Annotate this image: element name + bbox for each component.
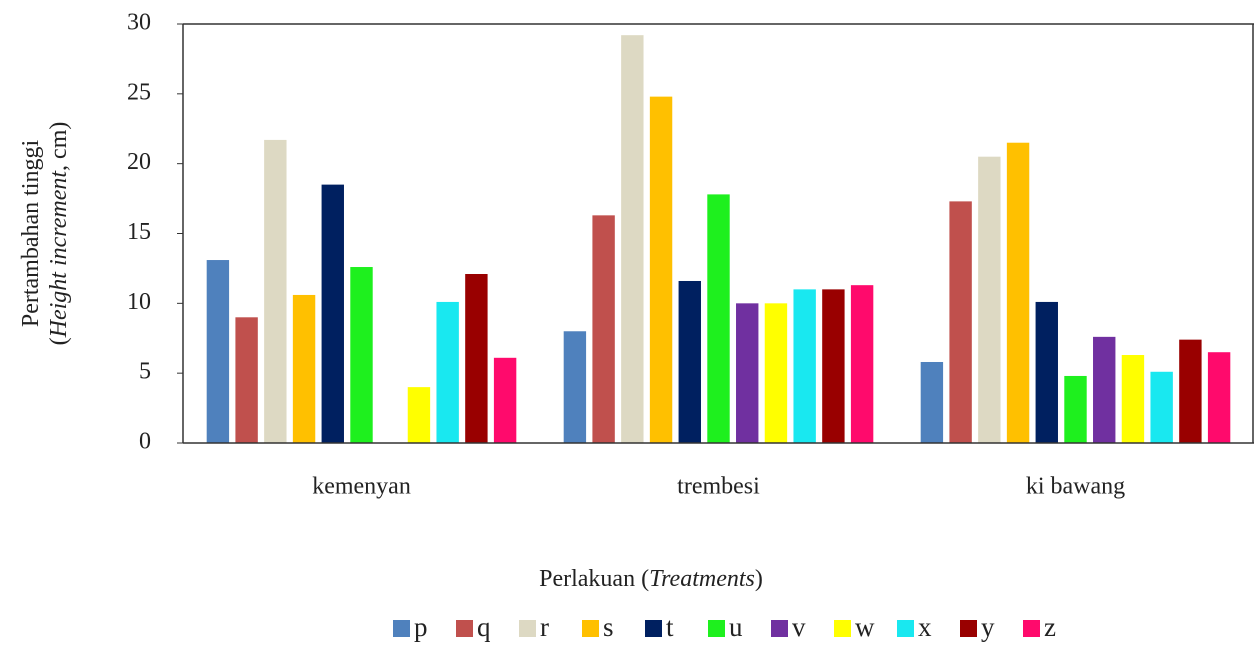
y-tick-label: 30: [127, 10, 151, 36]
legend-label: s: [603, 612, 614, 642]
legend-swatch: [771, 620, 788, 637]
legend-swatch: [708, 620, 725, 637]
legend-swatch: [393, 620, 410, 637]
bar: [1035, 301, 1058, 443]
legend-swatch: [834, 620, 851, 637]
legend-swatch: [519, 620, 536, 637]
bar: [822, 289, 845, 443]
bar: [949, 201, 972, 443]
legend-label: t: [666, 612, 674, 642]
bar: [1207, 352, 1231, 443]
y-tick-label: 15: [127, 219, 151, 245]
bar: [321, 184, 344, 443]
legend-swatch: [960, 620, 977, 637]
legend-label: z: [1044, 612, 1056, 642]
x-axis-label: Perlakuan (Treatments): [539, 566, 763, 592]
y-axis-label: Pertambahan tinggi (Height increment, cm): [18, 122, 72, 346]
bar: [707, 194, 730, 443]
legend-label: w: [855, 612, 875, 642]
x-tick-label: trembesi: [677, 474, 760, 500]
bar: [621, 35, 644, 443]
y-tick-label: 5: [139, 359, 151, 385]
legend-swatch: [456, 620, 473, 637]
bar: [1121, 355, 1145, 443]
legend-label: x: [918, 612, 932, 642]
bar: [1179, 339, 1202, 443]
bar: [920, 361, 944, 443]
legend-swatch: [1023, 620, 1040, 637]
bar: [736, 303, 759, 443]
legend-label: u: [729, 612, 743, 642]
bar: [465, 274, 488, 443]
x-axis-label-part: Perlakuan (: [539, 566, 649, 592]
y-tick-label: 25: [127, 79, 151, 105]
y-axis-label-part: Pertambahan tinggi: [18, 140, 44, 328]
bar: [850, 285, 874, 443]
legend-swatch: [582, 620, 599, 637]
x-axis-label-part: Treatments: [649, 566, 755, 592]
bar: [563, 331, 587, 443]
legend-swatch: [645, 620, 662, 637]
bar: [436, 301, 459, 443]
bar: [235, 317, 258, 443]
legend-label: r: [540, 612, 549, 642]
y-tick-label: 10: [127, 289, 151, 315]
x-axis-label-part: ): [755, 566, 763, 592]
legend-label: q: [477, 612, 491, 642]
bar: [264, 139, 287, 443]
bar: [493, 357, 517, 443]
bar: [292, 294, 316, 443]
bar: [592, 215, 615, 443]
x-tick-label: ki bawang: [1026, 474, 1125, 500]
bar: [350, 267, 373, 443]
bar: [978, 156, 1001, 443]
bar: [407, 387, 431, 443]
bar: [1006, 142, 1030, 443]
bar: [678, 280, 701, 443]
legend-label: p: [414, 612, 428, 642]
legend-label: y: [981, 612, 995, 642]
bar: [206, 260, 230, 443]
bar: [1064, 375, 1087, 443]
y-tick-label: 0: [139, 429, 151, 455]
y-tick-label: 20: [127, 149, 151, 175]
legend-label: v: [792, 612, 806, 642]
y-axis-label-part: Height increment: [46, 170, 72, 339]
bar: [1093, 336, 1116, 443]
legend-swatch: [897, 620, 914, 637]
bar: [793, 289, 816, 443]
x-tick-label: kemenyan: [312, 474, 411, 500]
bar: [764, 303, 788, 443]
y-axis-label-part: , cm): [46, 122, 72, 171]
bar: [649, 96, 673, 444]
bar: [1150, 371, 1173, 443]
y-axis-label-part: (: [46, 337, 72, 345]
